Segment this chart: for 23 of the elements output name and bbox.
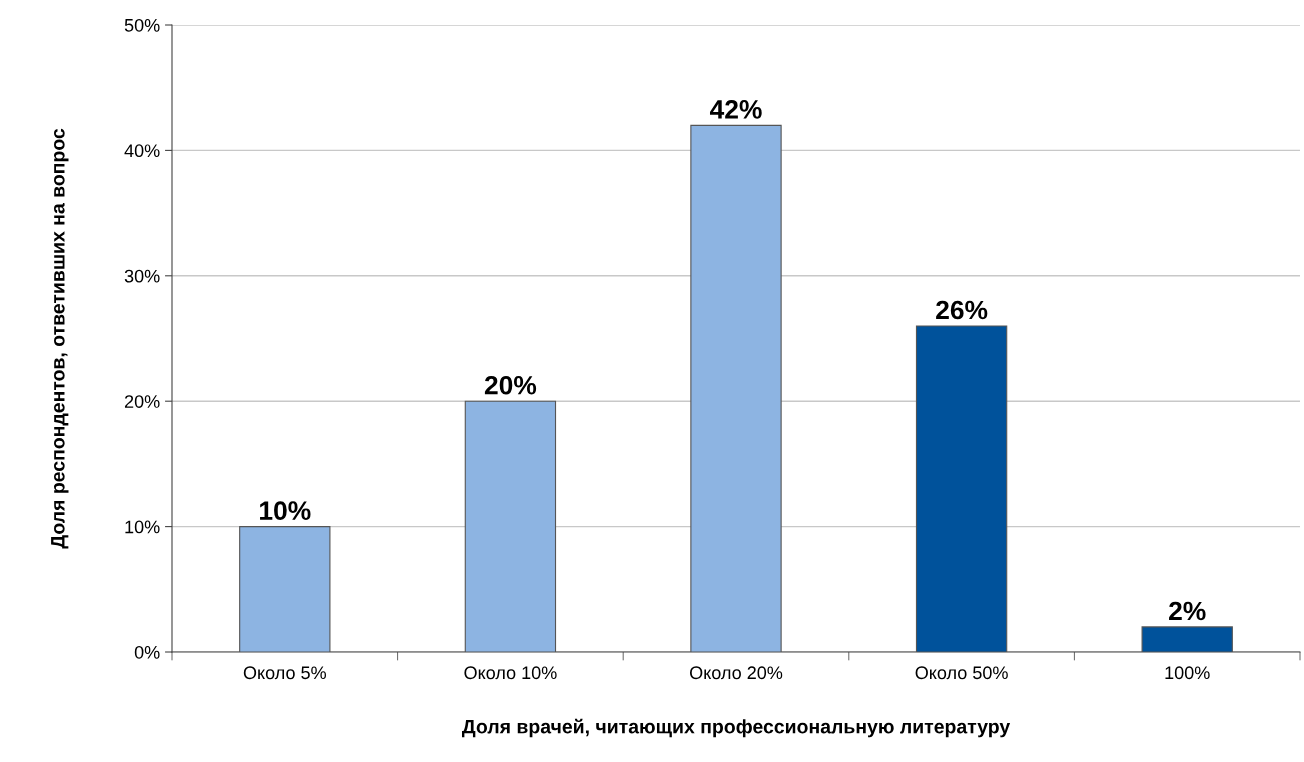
bar (464, 400, 557, 652)
bar (690, 124, 782, 652)
x-axis-title: Доля врачей, читающих профессиональную литературу (462, 718, 1011, 738)
x-tick-label: Около 5% (243, 666, 326, 680)
bar (1141, 626, 1233, 652)
y-tick-label: 40% (124, 144, 160, 158)
x-tick-label: Около 50% (915, 666, 1008, 680)
bar (239, 526, 331, 652)
data-label: 10% (260, 501, 311, 520)
y-tick-label: 50% (124, 18, 160, 32)
x-tick-label: 100% (1165, 666, 1210, 680)
y-tick-label: 20% (124, 395, 160, 408)
data-label: 26% (936, 300, 988, 320)
y-tick-label: 0% (134, 645, 160, 659)
data-label: 2% (1169, 601, 1206, 621)
x-tick-label: Около 10% (464, 666, 557, 680)
bar (915, 325, 1008, 652)
y-axis-title: Доля респондентов, ответивших на вопрос (51, 128, 69, 549)
data-label: 42% (709, 100, 762, 119)
y-tick-label: 10% (125, 520, 160, 534)
y-tick-label: 30% (124, 269, 160, 283)
data-label: 20% (484, 375, 537, 395)
x-tick-label: Около 20% (690, 666, 783, 680)
